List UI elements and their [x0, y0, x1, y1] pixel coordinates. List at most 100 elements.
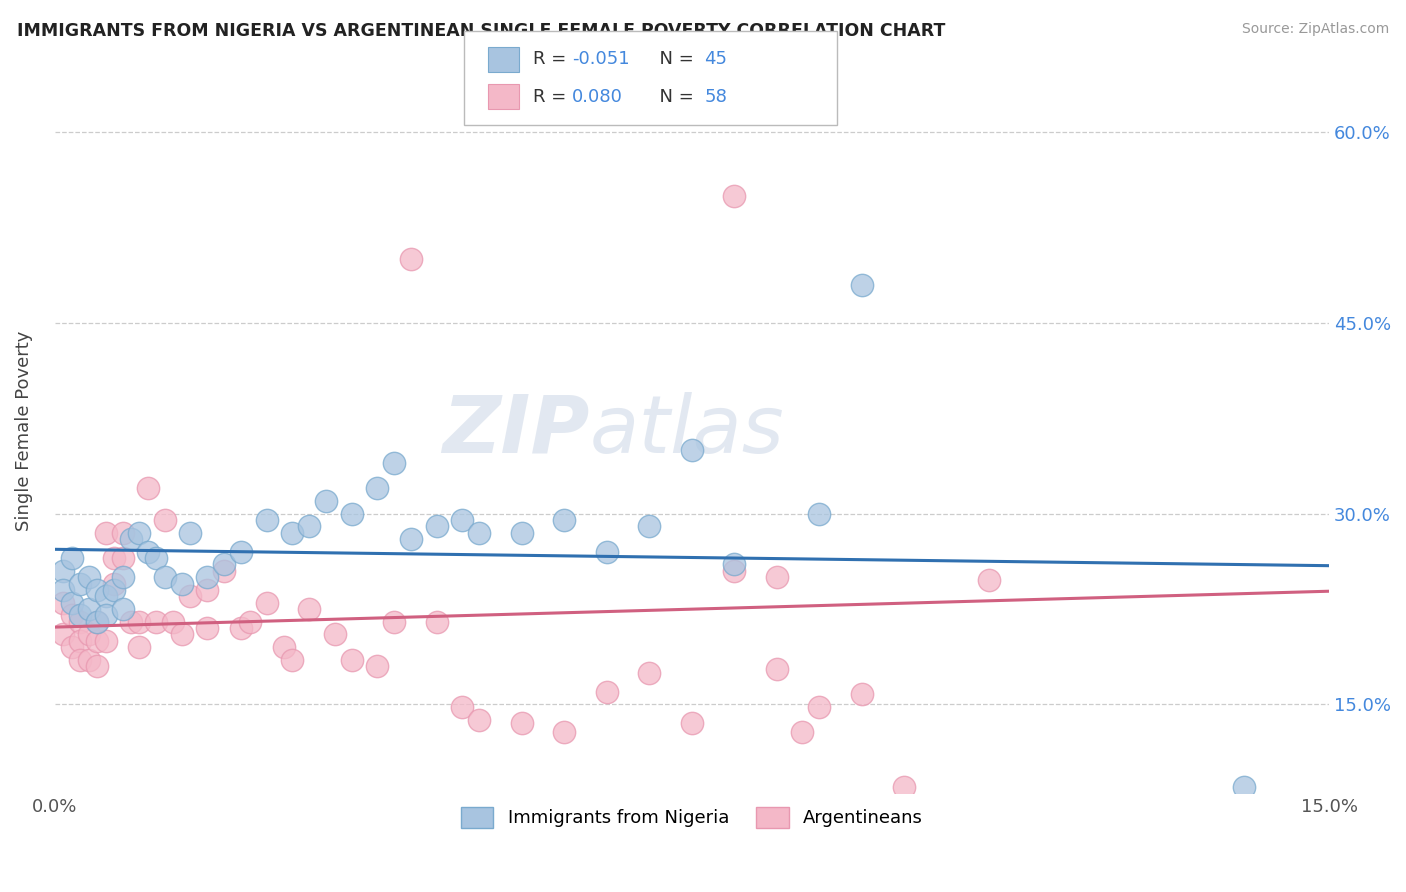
Point	[239, 615, 262, 629]
Point	[366, 481, 388, 495]
Point	[77, 627, 100, 641]
Point	[281, 525, 304, 540]
Point	[765, 570, 787, 584]
Point	[94, 525, 117, 540]
Point	[792, 725, 814, 739]
Point	[69, 615, 91, 629]
Point	[851, 687, 873, 701]
Point	[120, 615, 142, 629]
Legend: Immigrants from Nigeria, Argentineans: Immigrants from Nigeria, Argentineans	[454, 800, 931, 835]
Point	[60, 551, 83, 566]
Point	[231, 621, 253, 635]
Point	[851, 277, 873, 292]
Point	[553, 513, 575, 527]
Point	[315, 494, 337, 508]
Point	[103, 582, 125, 597]
Point	[77, 602, 100, 616]
Text: R =: R =	[533, 87, 572, 105]
Point	[128, 640, 150, 654]
Point	[111, 570, 134, 584]
Point	[128, 525, 150, 540]
Point	[723, 188, 745, 202]
Point	[401, 252, 423, 267]
Point	[340, 507, 363, 521]
Point	[170, 627, 193, 641]
Point	[145, 551, 167, 566]
Point	[401, 532, 423, 546]
Text: Source: ZipAtlas.com: Source: ZipAtlas.com	[1241, 22, 1389, 37]
Point	[94, 589, 117, 603]
Point	[298, 519, 321, 533]
Point	[214, 564, 236, 578]
Point	[52, 564, 75, 578]
Point	[69, 633, 91, 648]
Point	[86, 659, 108, 673]
Point	[52, 596, 75, 610]
Point	[69, 608, 91, 623]
Point	[214, 558, 236, 572]
Point	[979, 573, 1001, 587]
Point	[179, 589, 201, 603]
Point	[256, 513, 278, 527]
Text: R =: R =	[533, 51, 572, 69]
Point	[162, 615, 184, 629]
Point	[510, 716, 533, 731]
Point	[197, 582, 219, 597]
Text: N =: N =	[648, 87, 700, 105]
Point	[86, 633, 108, 648]
Point	[69, 653, 91, 667]
Point	[170, 576, 193, 591]
Point	[231, 545, 253, 559]
Point	[596, 545, 619, 559]
Point	[77, 653, 100, 667]
Point	[765, 662, 787, 676]
Point	[273, 640, 295, 654]
Point	[77, 570, 100, 584]
Point	[111, 551, 134, 566]
Point	[136, 545, 159, 559]
Point	[384, 615, 406, 629]
Text: IMMIGRANTS FROM NIGERIA VS ARGENTINEAN SINGLE FEMALE POVERTY CORRELATION CHART: IMMIGRANTS FROM NIGERIA VS ARGENTINEAN S…	[17, 22, 945, 40]
Text: ZIP: ZIP	[443, 392, 589, 470]
Point	[52, 582, 75, 597]
Point	[298, 602, 321, 616]
Point	[340, 653, 363, 667]
Point	[553, 725, 575, 739]
Point	[86, 615, 108, 629]
Point	[808, 699, 831, 714]
Text: -0.051: -0.051	[572, 51, 630, 69]
Text: atlas: atlas	[589, 392, 785, 470]
Point	[60, 596, 83, 610]
Point	[451, 699, 474, 714]
Point	[111, 525, 134, 540]
Point	[681, 442, 703, 457]
Point	[86, 615, 108, 629]
Point	[468, 713, 491, 727]
Point	[86, 582, 108, 597]
Text: N =: N =	[648, 51, 700, 69]
Point	[197, 570, 219, 584]
Point	[596, 684, 619, 698]
Point	[94, 633, 117, 648]
Point	[426, 615, 449, 629]
Point	[153, 513, 176, 527]
Point	[384, 456, 406, 470]
Point	[468, 525, 491, 540]
Point	[723, 564, 745, 578]
Text: 45: 45	[704, 51, 727, 69]
Y-axis label: Single Female Poverty: Single Female Poverty	[15, 331, 32, 531]
Point	[808, 507, 831, 521]
Point	[69, 576, 91, 591]
Point	[723, 558, 745, 572]
Point	[120, 532, 142, 546]
Point	[893, 780, 915, 794]
Point	[153, 570, 176, 584]
Point	[281, 653, 304, 667]
Point	[197, 621, 219, 635]
Point	[111, 602, 134, 616]
Point	[60, 640, 83, 654]
Text: 58: 58	[704, 87, 727, 105]
Point	[323, 627, 346, 641]
Point	[60, 608, 83, 623]
Point	[366, 659, 388, 673]
